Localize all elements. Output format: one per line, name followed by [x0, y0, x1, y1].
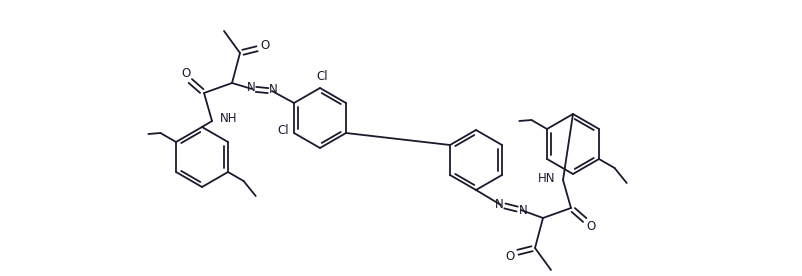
Text: Cl: Cl — [316, 70, 327, 83]
Text: N: N — [518, 203, 527, 216]
Text: HN: HN — [537, 171, 554, 184]
Text: O: O — [260, 39, 269, 52]
Text: N: N — [246, 81, 255, 94]
Text: O: O — [504, 250, 514, 262]
Text: Cl: Cl — [277, 124, 289, 137]
Text: O: O — [181, 68, 190, 81]
Text: N: N — [494, 198, 503, 211]
Text: NH: NH — [220, 113, 237, 126]
Text: O: O — [585, 221, 595, 233]
Text: N: N — [269, 84, 277, 97]
